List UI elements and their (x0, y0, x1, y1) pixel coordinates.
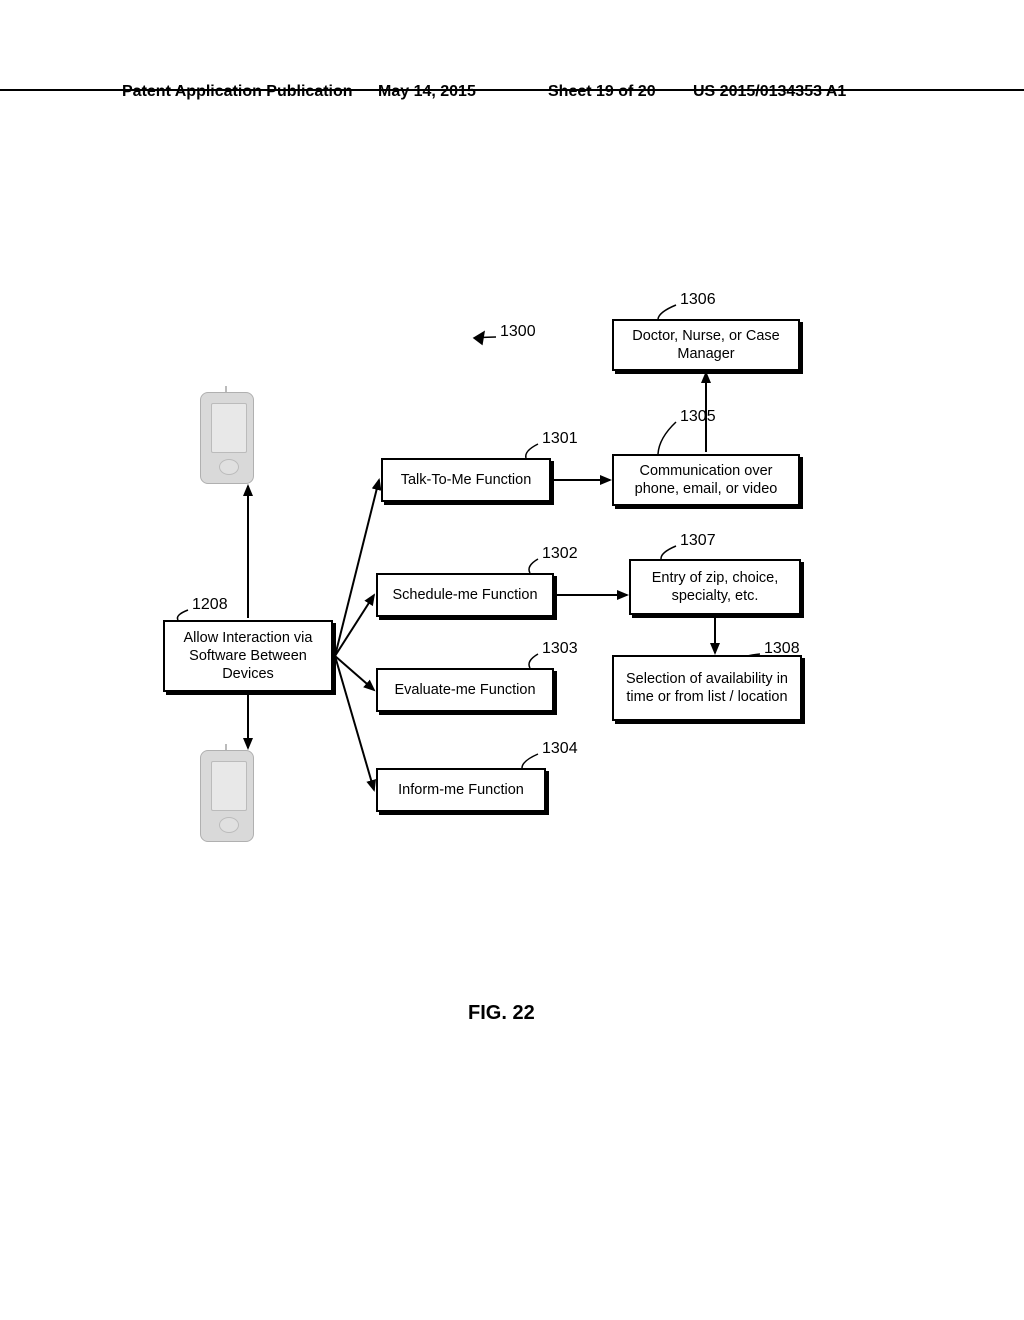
box-selection-avail: Selection of availability in time or fro… (612, 655, 802, 721)
box-doctor-nurse: Doctor, Nurse, or Case Manager (612, 319, 800, 371)
box-communication: Communication over phone, email, or vide… (612, 454, 800, 506)
ref-1208: 1208 (192, 596, 228, 614)
ref-1306: 1306 (680, 291, 716, 309)
box-allow-interaction: Allow Interaction via Software Between D… (163, 620, 333, 692)
figure-label: FIG. 22 (468, 1002, 535, 1025)
box-inform-me: Inform-me Function (376, 768, 546, 812)
arrows-layer (0, 0, 1024, 1320)
phone-icon-bottom (200, 750, 254, 842)
ref-1307: 1307 (680, 532, 716, 550)
ref-1304: 1304 (542, 740, 578, 758)
ref-1305: 1305 (680, 408, 716, 426)
ref-1300: 1300 (500, 323, 536, 341)
phone-icon-top (200, 392, 254, 484)
box-schedule-me: Schedule-me Function (376, 573, 554, 617)
ref-1301: 1301 (542, 430, 578, 448)
box-talk-to-me: Talk-To-Me Function (381, 458, 551, 502)
ref-1303: 1303 (542, 640, 578, 658)
ref-1302: 1302 (542, 545, 578, 563)
box-entry-zip: Entry of zip, choice, specialty, etc. (629, 559, 801, 615)
ref-1308: 1308 (764, 640, 800, 658)
figure-diagram: Allow Interaction via Software Between D… (0, 0, 1024, 1320)
box-evaluate-me: Evaluate-me Function (376, 668, 554, 712)
